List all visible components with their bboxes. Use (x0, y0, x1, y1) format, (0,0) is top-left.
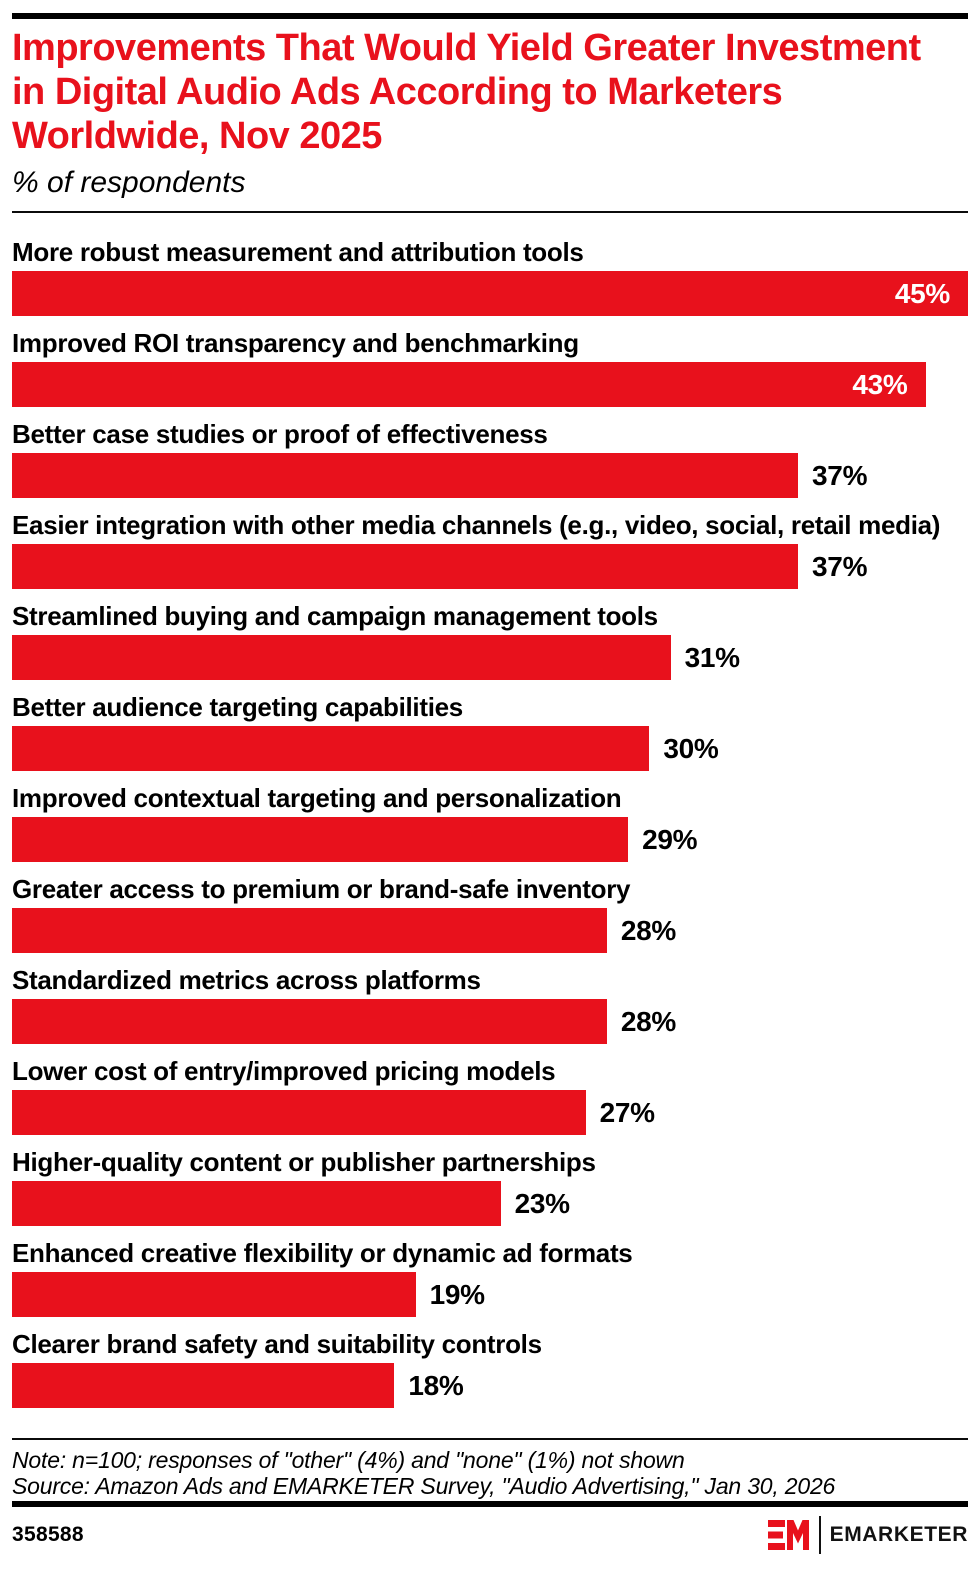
value-bar (12, 544, 799, 589)
value-bar (12, 1181, 501, 1226)
bar-track: 29% (12, 817, 968, 862)
category-label: Better case studies or proof of effectiv… (12, 419, 548, 449)
category-label: Improved ROI transparency and benchmarki… (12, 328, 579, 358)
chart-subtitle: % of respondents (12, 166, 246, 199)
category-label: More robust measurement and attribution … (12, 237, 584, 267)
category-label: Higher-quality content or publisher part… (12, 1147, 596, 1177)
footnote-divider (12, 1438, 968, 1440)
category-label: Enhanced creative flexibility or dynamic… (12, 1238, 633, 1268)
value-bar (12, 1272, 416, 1317)
chart-row: Greater access to premium or brand-safe … (12, 875, 968, 953)
bar-track: 37% (12, 544, 968, 589)
bar-track: 37% (12, 453, 968, 498)
chart-row: Clearer brand safety and suitability con… (12, 1330, 968, 1408)
category-label: Lower cost of entry/improved pricing mod… (12, 1056, 556, 1086)
bar-chart: More robust measurement and attribution … (12, 213, 968, 1408)
value-bar (12, 999, 607, 1044)
value-bar (12, 1363, 395, 1408)
chart-row: Standardized metrics across platforms 28% (12, 966, 968, 1044)
value-label: 19% (429, 1278, 485, 1310)
chart-id: 358588 (12, 1523, 84, 1546)
chart-page: Improvements That Would Yield Greater In… (0, 13, 980, 1555)
value-label: 28% (620, 1005, 676, 1037)
top-rule (12, 13, 968, 19)
bar-track: 19% (12, 1272, 968, 1317)
footer-row: 358588 EMARKETER (12, 1515, 968, 1555)
chart-row: Enhanced creative flexibility or dynamic… (12, 1239, 968, 1317)
chart-row: Lower cost of entry/improved pricing mod… (12, 1057, 968, 1135)
category-label: Easier integration with other media chan… (12, 510, 941, 540)
value-label: 37% (812, 459, 868, 491)
chart-row: Higher-quality content or publisher part… (12, 1148, 968, 1226)
bar-track: 30% (12, 726, 968, 771)
value-label: 30% (663, 732, 719, 764)
bar-track: 28% (12, 908, 968, 953)
category-label: Improved contextual targeting and person… (12, 783, 622, 813)
bar-track: 45% (12, 271, 968, 316)
value-label: 23% (514, 1187, 570, 1219)
brand-lockup: EMARKETER (767, 1516, 968, 1554)
brand-name: EMARKETER (829, 1523, 968, 1546)
brand-divider (818, 1516, 821, 1554)
chart-row: Streamlined buying and campaign manageme… (12, 602, 968, 680)
bar-track: 18% (12, 1363, 968, 1408)
value-label: 31% (684, 641, 740, 673)
value-bar (12, 726, 650, 771)
value-bar (12, 453, 799, 498)
bar-track: 23% (12, 1181, 968, 1226)
chart-source: Source: Amazon Ads and EMARKETER Survey,… (12, 1473, 836, 1499)
bar-track: 28% (12, 999, 968, 1044)
value-label: 18% (408, 1369, 464, 1401)
chart-note: Note: n=100; responses of "other" (4%) a… (12, 1447, 685, 1473)
bar-track: 43% (12, 362, 968, 407)
category-label: Greater access to premium or brand-safe … (12, 874, 631, 904)
chart-row: Better case studies or proof of effectiv… (12, 420, 968, 498)
category-label: Streamlined buying and campaign manageme… (12, 601, 658, 631)
chart-row: More robust measurement and attribution … (12, 238, 968, 316)
value-label: 43% (852, 368, 908, 400)
value-label: 37% (812, 550, 868, 582)
value-label: 27% (599, 1096, 655, 1128)
category-label: Better audience targeting capabilities (12, 692, 463, 722)
chart-row: Improved ROI transparency and benchmarki… (12, 329, 968, 407)
value-bar (12, 1090, 586, 1135)
bar-track: 31% (12, 635, 968, 680)
header-divider (12, 211, 968, 213)
bar-track: 27% (12, 1090, 968, 1135)
chart-title: Improvements That Would Yield Greater In… (12, 27, 921, 157)
chart-row: Easier integration with other media chan… (12, 511, 968, 589)
category-label: Clearer brand safety and suitability con… (12, 1329, 542, 1359)
bottom-rule (12, 1501, 968, 1507)
value-label: 29% (642, 823, 698, 855)
chart-row: Better audience targeting capabilities 30… (12, 693, 968, 771)
chart-row: Improved contextual targeting and person… (12, 784, 968, 862)
value-bar (12, 817, 629, 862)
value-bar: 45% (12, 271, 968, 316)
value-label: 45% (894, 277, 950, 309)
emarketer-logo-icon (767, 1520, 809, 1550)
value-bar: 43% (12, 362, 926, 407)
category-label: Standardized metrics across platforms (12, 965, 481, 995)
value-label: 28% (620, 914, 676, 946)
value-bar (12, 635, 671, 680)
value-bar (12, 908, 607, 953)
